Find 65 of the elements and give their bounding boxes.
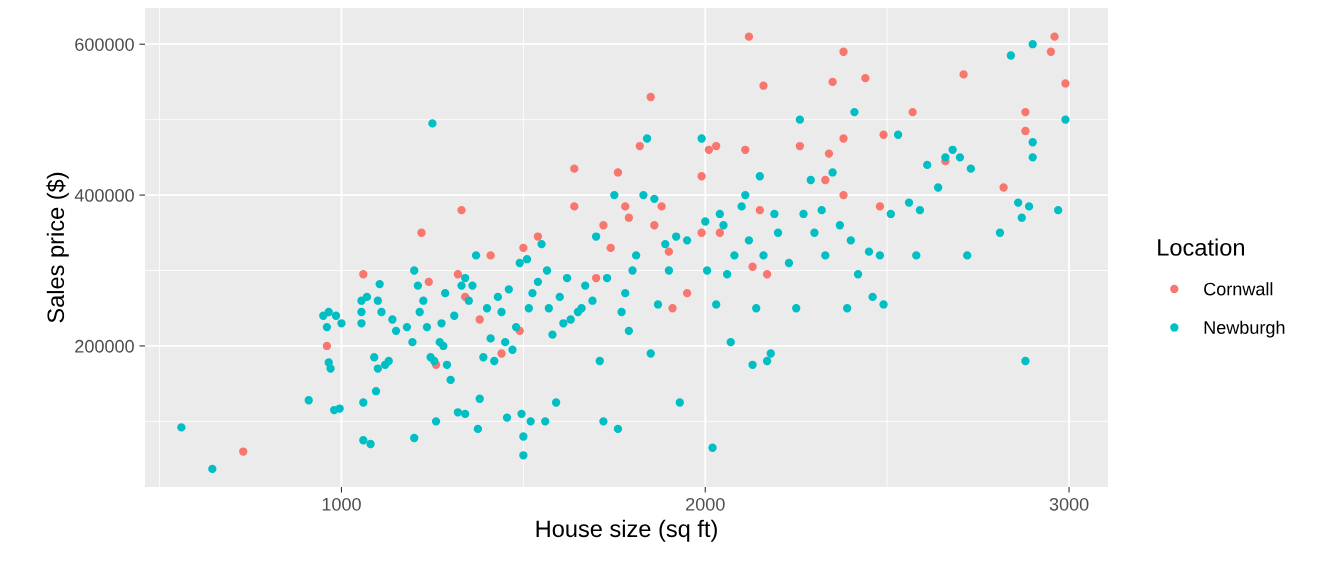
point: [824, 149, 834, 158]
point: [624, 213, 634, 222]
point: [755, 205, 764, 215]
point: [621, 202, 630, 211]
point: [762, 270, 772, 279]
x-axis-title: House size (sq ft): [536, 519, 717, 542]
point: [908, 107, 917, 117]
point: [861, 73, 870, 83]
y-tick-label: 200000: [75, 339, 134, 353]
y-axis-title: Sales price ($): [46, 172, 69, 323]
point: [453, 270, 463, 279]
point: [457, 205, 466, 215]
legend-label: Cornwall: [1204, 282, 1273, 296]
x-tick-label: 2000: [686, 497, 725, 511]
point: [999, 183, 1008, 192]
legend-label: Newburgh: [1204, 320, 1285, 338]
x-tick-label: 1000: [322, 497, 361, 511]
point: [821, 175, 830, 185]
y-tick-label: 600000: [75, 38, 134, 51]
point: [570, 164, 579, 173]
point: [748, 262, 757, 271]
point: [664, 247, 674, 256]
point: [704, 145, 714, 154]
point: [697, 228, 706, 237]
point: [424, 277, 433, 286]
point: [1021, 107, 1030, 117]
point: [322, 341, 332, 351]
point: [475, 315, 484, 324]
point: [795, 141, 805, 151]
point: [875, 202, 885, 211]
point: [744, 32, 754, 41]
point: [828, 77, 837, 87]
point: [570, 202, 579, 211]
point: [1046, 47, 1056, 56]
point: [879, 130, 888, 139]
point: [417, 228, 426, 237]
point: [839, 47, 848, 56]
point: [712, 141, 721, 151]
point: [1050, 32, 1059, 41]
point: [606, 243, 615, 253]
point: [741, 145, 750, 154]
point: [697, 172, 706, 181]
point: [599, 221, 608, 230]
point: [359, 270, 368, 279]
point: [486, 251, 495, 260]
point: [682, 288, 692, 298]
y-tick-label: 400000: [74, 189, 134, 202]
point: [1021, 126, 1030, 136]
point: [646, 92, 655, 102]
point: [839, 190, 848, 200]
point: [635, 141, 644, 151]
point: [533, 232, 543, 241]
point: [591, 273, 601, 283]
point: [1061, 79, 1070, 88]
point: [668, 304, 677, 313]
point: [519, 243, 528, 253]
point: [239, 447, 248, 456]
point: [650, 221, 659, 230]
legend-title: Location: [1158, 238, 1244, 256]
point: [613, 168, 623, 177]
point: [959, 70, 968, 79]
point: [657, 202, 666, 211]
point: [715, 228, 724, 237]
x-tick-label: 3000: [1049, 497, 1089, 511]
point: [759, 81, 768, 90]
